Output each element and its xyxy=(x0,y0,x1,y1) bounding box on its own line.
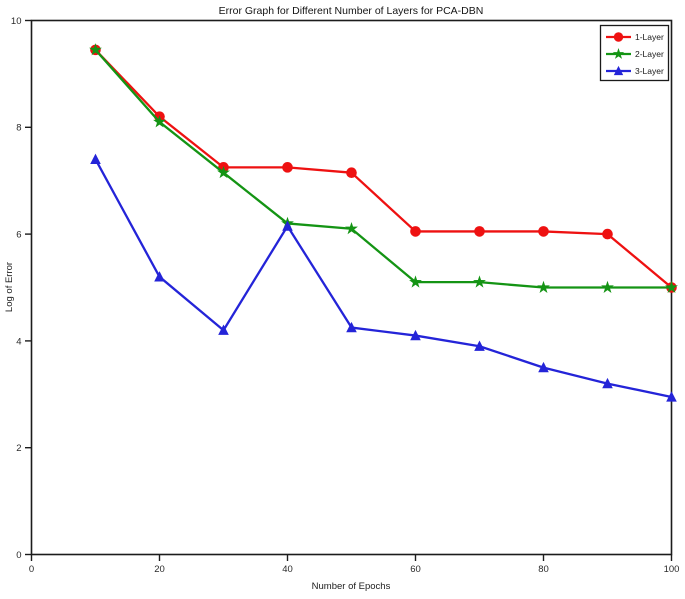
star-marker xyxy=(537,280,550,293)
x-axis-label: Number of Epochs xyxy=(312,581,391,592)
series-line xyxy=(94,158,672,399)
triangle-marker xyxy=(666,391,677,402)
legend-item: 1-Layer xyxy=(606,32,664,42)
star-marker xyxy=(345,222,358,235)
series-2-layer xyxy=(89,43,678,293)
star-marker xyxy=(217,165,230,179)
y-tick-label: 6 xyxy=(16,230,21,241)
triangle-marker xyxy=(613,65,624,76)
triangle-marker xyxy=(282,220,293,231)
star-marker xyxy=(89,43,102,56)
triangle-marker xyxy=(346,321,357,333)
y-tick-label: 8 xyxy=(16,123,21,134)
chart-title: Error Graph for Different Number of Laye… xyxy=(219,5,484,17)
star-marker xyxy=(153,115,166,128)
legend-item: 3-Layer xyxy=(606,65,664,76)
y-tick-label: 2 xyxy=(16,443,21,454)
legend-label: 1-Layer xyxy=(635,32,664,42)
triangle-marker xyxy=(474,340,485,351)
circle-marker xyxy=(602,228,613,240)
y-axis-label: Log of Error xyxy=(4,262,15,312)
y-axis-ticks: 0 2 4 6 8 10 xyxy=(11,16,32,561)
series-line xyxy=(94,49,673,289)
circle-marker xyxy=(613,32,624,42)
circle-marker xyxy=(538,226,549,237)
circle-marker xyxy=(410,226,421,237)
triangle-marker xyxy=(538,361,549,373)
y-tick-label: 0 xyxy=(16,550,21,561)
circle-marker xyxy=(282,162,293,173)
x-tick-label: 40 xyxy=(282,564,293,575)
star-marker xyxy=(473,275,486,288)
triangle-marker xyxy=(154,271,165,282)
x-tick-label: 100 xyxy=(664,564,680,575)
x-tick-label: 20 xyxy=(154,564,165,575)
triangle-marker xyxy=(90,153,101,165)
series-line xyxy=(94,49,672,289)
x-tick-label: 80 xyxy=(538,564,549,575)
y-tick-label: 4 xyxy=(16,336,21,347)
x-tick-label: 60 xyxy=(410,564,421,575)
triangle-marker xyxy=(410,329,421,341)
star-marker xyxy=(612,48,625,59)
star-marker xyxy=(409,275,422,288)
legend: 1-Layer 2-Layer 3-Layer xyxy=(599,24,670,82)
series-3-layer xyxy=(90,153,677,402)
x-axis-ticks: 0 20 40 60 80 100 xyxy=(29,554,680,575)
star-marker xyxy=(665,280,678,293)
legend-label: 2-Layer xyxy=(635,49,664,59)
y-tick-label: 10 xyxy=(11,16,22,27)
x-tick-label: 0 xyxy=(29,564,34,575)
circle-marker xyxy=(346,167,357,178)
triangle-marker xyxy=(218,324,229,335)
circle-marker xyxy=(474,226,485,237)
legend-item: 2-Layer xyxy=(606,48,664,59)
star-marker xyxy=(601,280,614,293)
triangle-marker xyxy=(602,377,613,389)
legend-label: 3-Layer xyxy=(635,66,664,76)
